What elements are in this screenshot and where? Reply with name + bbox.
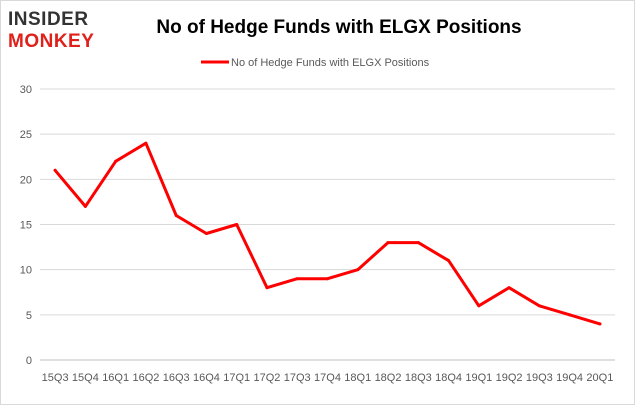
chart-legend: No of Hedge Funds with ELGX Positions <box>201 57 430 69</box>
data-point <box>204 232 208 236</box>
y-tick-label: 0 <box>26 355 32 367</box>
x-tick-label: 17Q4 <box>314 372 341 384</box>
data-point <box>537 304 541 308</box>
data-point <box>416 241 420 245</box>
x-tick-label: 15Q4 <box>72 372 99 384</box>
data-point <box>174 213 178 217</box>
y-tick-label: 20 <box>20 174 32 186</box>
data-point <box>598 322 602 326</box>
y-tick-label: 25 <box>20 129 32 141</box>
data-point <box>356 268 360 272</box>
x-tick-label: 16Q1 <box>102 372 129 384</box>
insider-monkey-logo: INSIDER MONKEY <box>8 9 94 52</box>
x-tick-label: 18Q2 <box>375 372 402 384</box>
x-tick-label: 17Q1 <box>223 372 250 384</box>
x-axis-ticks: 15Q3 15Q4 16Q1 16Q2 16Q3 16Q4 17Q1 17Q2 17Q3 17Q4… <box>42 372 614 384</box>
data-point <box>114 159 118 163</box>
data-point <box>235 223 239 226</box>
data-point <box>144 141 148 145</box>
data-point <box>477 304 481 308</box>
x-tick-label: 18Q4 <box>435 372 462 384</box>
data-point <box>507 286 511 290</box>
x-tick-label: 16Q4 <box>193 372 220 384</box>
y-tick-label: 15 <box>20 220 32 232</box>
x-tick-label: 15Q3 <box>42 372 69 384</box>
data-point <box>326 277 329 281</box>
data-point <box>265 286 269 290</box>
data-point <box>568 313 572 317</box>
x-tick-label: 20Q1 <box>586 372 613 384</box>
data-point <box>386 241 390 245</box>
chart-title: No of Hedge Funds with ELGX Positions <box>156 17 521 38</box>
x-tick-label: 17Q3 <box>284 372 311 384</box>
logo-line-1: INSIDER <box>8 9 89 30</box>
logo-line-2: MONKEY <box>8 31 94 52</box>
data-point <box>53 168 57 172</box>
grid-layer <box>40 88 615 361</box>
x-tick-label: 17Q2 <box>254 372 281 384</box>
data-point <box>83 204 87 208</box>
legend-label: No of Hedge Funds with ELGX Positions <box>231 57 430 69</box>
x-tick-label: 18Q1 <box>344 372 371 384</box>
data-point <box>295 277 299 281</box>
y-tick-label: 5 <box>26 310 32 322</box>
x-tick-label: 19Q2 <box>496 372 523 384</box>
x-tick-label: 19Q3 <box>526 372 553 384</box>
x-tick-label: 19Q1 <box>465 372 492 384</box>
x-tick-label: 19Q4 <box>556 372 583 384</box>
y-tick-label: 30 <box>20 84 32 96</box>
x-tick-label: 16Q3 <box>163 372 190 384</box>
y-axis-ticks: 0 5 10 15 20 25 30 <box>20 84 32 367</box>
x-tick-label: 18Q3 <box>405 372 432 384</box>
x-tick-label: 16Q2 <box>132 372 159 384</box>
series-layer <box>53 141 602 326</box>
y-tick-label: 10 <box>20 265 32 277</box>
data-point <box>447 259 451 263</box>
